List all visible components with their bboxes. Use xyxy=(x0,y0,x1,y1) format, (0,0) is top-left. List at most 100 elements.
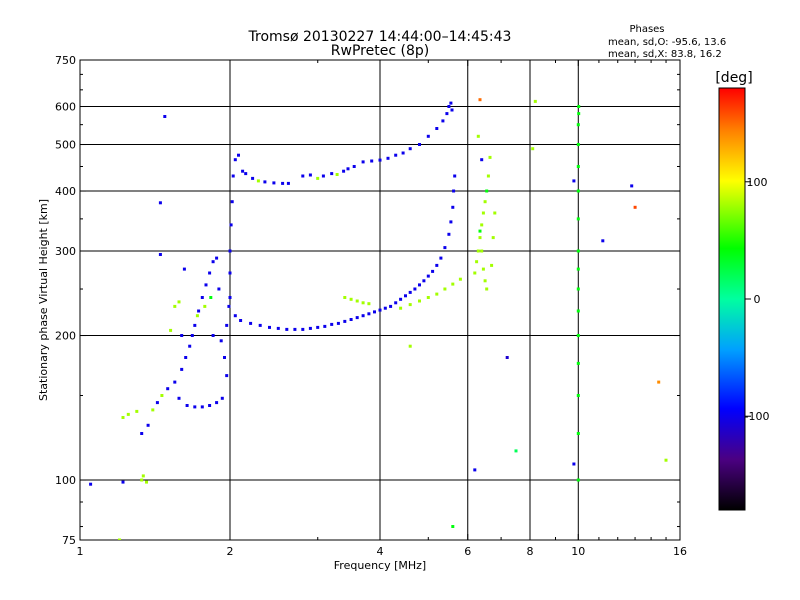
data-point xyxy=(408,290,412,294)
data-point xyxy=(370,159,374,163)
data-point xyxy=(151,408,155,412)
data-point xyxy=(169,328,173,332)
phases-title: Phases xyxy=(629,24,664,35)
data-point xyxy=(480,158,484,162)
data-point xyxy=(121,416,125,419)
data-point xyxy=(480,249,484,253)
data-point xyxy=(453,174,457,178)
data-point xyxy=(301,174,305,178)
data-point xyxy=(173,380,177,384)
data-point xyxy=(478,236,482,240)
data-point xyxy=(361,301,365,305)
data-point xyxy=(576,249,580,253)
data-point xyxy=(355,316,359,320)
x-tick-label: 2 xyxy=(227,545,234,558)
data-point xyxy=(223,356,226,359)
data-point xyxy=(426,134,430,138)
data-point xyxy=(572,462,576,466)
data-point xyxy=(576,287,580,291)
data-point xyxy=(185,404,189,407)
data-point xyxy=(408,147,412,151)
data-point xyxy=(231,174,235,178)
colorbar-label: [deg] xyxy=(715,70,752,86)
chart-subtitle: RwPretec (8p) xyxy=(331,43,429,59)
data-point xyxy=(249,321,253,325)
data-point xyxy=(505,356,509,359)
data-point xyxy=(268,325,271,329)
data-point xyxy=(576,394,580,397)
data-point xyxy=(493,211,497,215)
data-point xyxy=(394,301,398,305)
x-axis-label: Frequency [MHz] xyxy=(334,559,426,572)
data-point xyxy=(349,318,353,321)
data-point xyxy=(256,179,260,183)
data-point xyxy=(229,223,233,227)
data-point xyxy=(576,165,580,168)
data-point xyxy=(426,296,430,299)
data-point xyxy=(408,344,412,348)
data-point xyxy=(193,405,197,409)
data-point xyxy=(447,105,451,108)
data-point xyxy=(633,205,637,209)
data-point xyxy=(478,229,482,233)
data-point xyxy=(451,282,455,286)
data-point xyxy=(219,339,223,343)
data-point xyxy=(203,304,207,308)
y-tick-label: 500 xyxy=(55,139,76,152)
data-point xyxy=(576,432,580,435)
data-point xyxy=(435,127,439,130)
data-point xyxy=(342,169,346,173)
data-point xyxy=(576,143,580,146)
y-tick-label: 750 xyxy=(55,54,76,67)
data-point xyxy=(126,412,130,416)
data-point xyxy=(361,314,365,318)
data-points xyxy=(89,98,668,540)
data-point xyxy=(486,174,490,178)
y-tick-label: 100 xyxy=(55,474,76,487)
phases-line-o: mean, sd,O: -95.6, 13.6 xyxy=(608,37,726,48)
data-point xyxy=(330,172,334,176)
x-tick-label: 16 xyxy=(673,545,687,558)
chart-title: Tromsø 20130227 14:44:00–14:45:43 xyxy=(248,29,512,45)
data-point xyxy=(458,277,462,281)
colorbar-tick-label: 0 xyxy=(754,293,761,306)
data-point xyxy=(450,108,454,112)
data-point xyxy=(211,334,215,337)
data-point xyxy=(158,253,162,256)
data-point xyxy=(182,267,186,271)
data-point xyxy=(173,304,177,308)
data-point xyxy=(241,169,245,173)
data-point xyxy=(230,200,234,204)
data-point xyxy=(209,296,213,299)
y-tick-label: 300 xyxy=(55,245,76,258)
data-point xyxy=(577,112,581,116)
data-point xyxy=(449,220,453,224)
data-point xyxy=(439,256,443,260)
y-axis: 75 100 200 300 400 500 600 750 xyxy=(55,54,680,547)
data-point xyxy=(228,271,232,275)
data-point xyxy=(188,344,192,348)
data-point xyxy=(343,319,347,323)
data-point xyxy=(394,153,398,157)
data-point xyxy=(483,200,487,204)
data-point xyxy=(451,525,455,528)
data-point xyxy=(443,246,447,250)
data-point xyxy=(576,478,580,482)
data-point xyxy=(272,181,276,185)
data-point xyxy=(485,287,489,291)
data-point xyxy=(355,299,359,303)
data-point xyxy=(531,147,535,151)
data-point xyxy=(418,283,421,287)
x-tick-label: 4 xyxy=(377,545,384,558)
data-point xyxy=(491,236,495,240)
data-point xyxy=(601,239,605,243)
data-point xyxy=(577,105,581,108)
x-tick-label: 10 xyxy=(571,545,585,558)
data-point xyxy=(316,176,320,180)
data-point xyxy=(225,323,229,327)
data-point xyxy=(383,306,387,310)
data-point xyxy=(208,271,212,275)
data-point xyxy=(367,302,371,306)
data-point xyxy=(576,334,580,337)
data-point xyxy=(160,394,164,397)
